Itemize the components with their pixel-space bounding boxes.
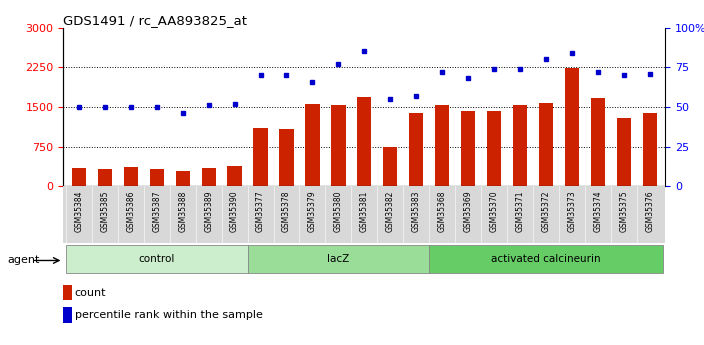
Bar [175,171,190,186]
Bar [227,166,241,186]
Bar [150,169,164,186]
Text: GSM35370: GSM35370 [489,191,498,233]
Bar [332,105,346,186]
Bar [409,113,423,186]
Text: GDS1491 / rc_AA893825_at: GDS1491 / rc_AA893825_at [63,14,247,27]
Bar [643,113,657,186]
Bar [98,169,112,186]
Text: GSM35383: GSM35383 [412,191,421,232]
Text: count: count [75,288,106,297]
Bar [383,147,397,186]
Text: GSM35374: GSM35374 [593,191,603,233]
Text: activated calcineurin: activated calcineurin [491,254,601,264]
Bar [513,105,527,186]
Text: GSM35386: GSM35386 [126,191,135,232]
Bar [539,103,553,186]
Bar [565,68,579,186]
Text: percentile rank within the sample: percentile rank within the sample [75,310,263,320]
Bar [201,168,216,186]
Text: GSM35371: GSM35371 [515,191,524,232]
Text: GSM35379: GSM35379 [308,191,317,233]
Text: lacZ: lacZ [327,254,349,264]
Text: GSM35382: GSM35382 [386,191,395,232]
Text: agent: agent [7,256,39,265]
Text: GSM35381: GSM35381 [360,191,369,232]
Text: GSM35375: GSM35375 [620,191,628,233]
Bar [306,104,320,186]
Text: GSM35388: GSM35388 [178,191,187,232]
Bar [279,129,294,186]
Bar [617,118,631,186]
Text: GSM35385: GSM35385 [101,191,109,232]
Bar [72,168,86,186]
Text: GSM35390: GSM35390 [230,191,239,233]
Bar [429,245,662,273]
Text: control: control [139,254,175,264]
Text: GSM35368: GSM35368 [438,191,446,232]
Text: GSM35377: GSM35377 [256,191,265,233]
Bar [248,245,429,273]
Bar [124,167,138,186]
Text: GSM35380: GSM35380 [334,191,343,232]
Text: GSM35372: GSM35372 [541,191,551,232]
Bar [461,111,475,186]
Text: GSM35384: GSM35384 [75,191,84,232]
Bar [435,105,449,186]
Text: GSM35376: GSM35376 [645,191,654,233]
Bar [66,245,248,273]
Bar [591,98,605,186]
Text: GSM35369: GSM35369 [464,191,472,233]
Text: GSM35378: GSM35378 [282,191,291,232]
Text: GSM35373: GSM35373 [567,191,577,233]
Bar [253,128,268,186]
Text: GSM35387: GSM35387 [152,191,161,232]
Text: GSM35389: GSM35389 [204,191,213,232]
Bar [487,111,501,186]
Bar [357,97,372,186]
